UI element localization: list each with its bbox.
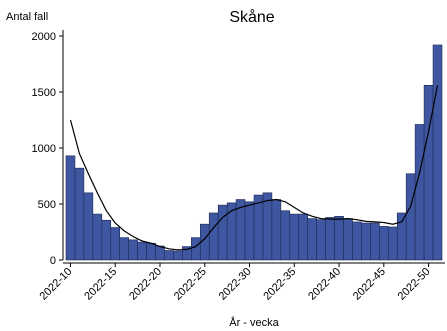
bar-2022-13	[92, 213, 103, 261]
bar-2022-39	[325, 217, 335, 261]
bar-2022-47	[396, 212, 407, 261]
bar-2022-28	[226, 202, 237, 261]
bar-2022-15	[110, 227, 121, 261]
bar-2022-10	[65, 155, 76, 261]
bar-2022-16	[119, 237, 129, 261]
y-axis: 0 500 1000 1500 2000	[32, 30, 64, 267]
bar-2022-18	[137, 241, 147, 261]
bar-2022-24	[191, 237, 201, 261]
y-tick-label: 1500	[32, 87, 56, 99]
x-tick-label: 2022-30	[217, 266, 254, 303]
bar-2022-31	[253, 194, 264, 261]
bar-2022-35	[289, 213, 300, 261]
y-tick-label: 2000	[32, 31, 56, 43]
x-tick-label: 2022-40	[306, 266, 343, 303]
bar-2022-20	[155, 245, 165, 261]
bar-2022-33	[271, 199, 282, 261]
x-tick-label: 2022-25	[172, 266, 209, 303]
x-tick-label: 2022-15	[82, 266, 119, 303]
bars	[65, 44, 443, 261]
x-tick-label: 2022-50	[396, 266, 433, 303]
bar-2022-43	[361, 222, 371, 261]
bar-2022-48	[405, 173, 416, 261]
chart-title: Skåne	[229, 8, 274, 26]
bar-2022-45	[379, 226, 389, 261]
x-tick-label: 2022-10	[38, 266, 75, 303]
trend-line	[69, 85, 439, 251]
bar-2022-50	[423, 84, 434, 261]
bar-2022-12	[83, 192, 94, 261]
bar-2022-46	[387, 226, 398, 261]
x-tick-label: 2022-45	[351, 266, 388, 303]
y-tick-label: 500	[38, 199, 56, 211]
bar-2022-34	[280, 210, 291, 261]
bar-2022-26	[208, 212, 219, 261]
bar-2022-38	[316, 219, 326, 261]
bar-2022-41	[343, 218, 353, 261]
bar-2022-22	[173, 250, 183, 261]
bar-2022-40	[334, 216, 344, 261]
y-tick-label: 1000	[32, 143, 56, 155]
x-axis-label: År - vecka	[229, 316, 279, 329]
bar-2022-42	[352, 221, 362, 261]
bar-2022-21	[164, 250, 174, 261]
x-tick-label: 2022-20	[127, 266, 164, 303]
bar-2022-27	[217, 204, 228, 261]
bar-2022-36	[298, 213, 309, 261]
bar-2022-44	[370, 222, 380, 261]
y-axis-label: Antal fall	[6, 11, 48, 23]
x-axis: 2022-10 2022-15 2022-20 2022-25 2022-30 2022-…	[38, 262, 445, 303]
bar-2022-30	[244, 201, 255, 261]
bar-2022-49	[414, 124, 425, 261]
bar-2022-32	[262, 192, 273, 261]
trend-line-group	[69, 85, 439, 251]
bar-2022-37	[307, 218, 317, 261]
bar-2022-51	[432, 44, 443, 261]
bar-2022-11	[74, 167, 85, 261]
x-tick-label: 2022-35	[261, 266, 298, 303]
bar-2022-17	[128, 239, 138, 261]
y-tick-label: 0	[50, 255, 56, 267]
bar-2022-19	[146, 242, 156, 261]
bar-2022-14	[101, 219, 112, 261]
